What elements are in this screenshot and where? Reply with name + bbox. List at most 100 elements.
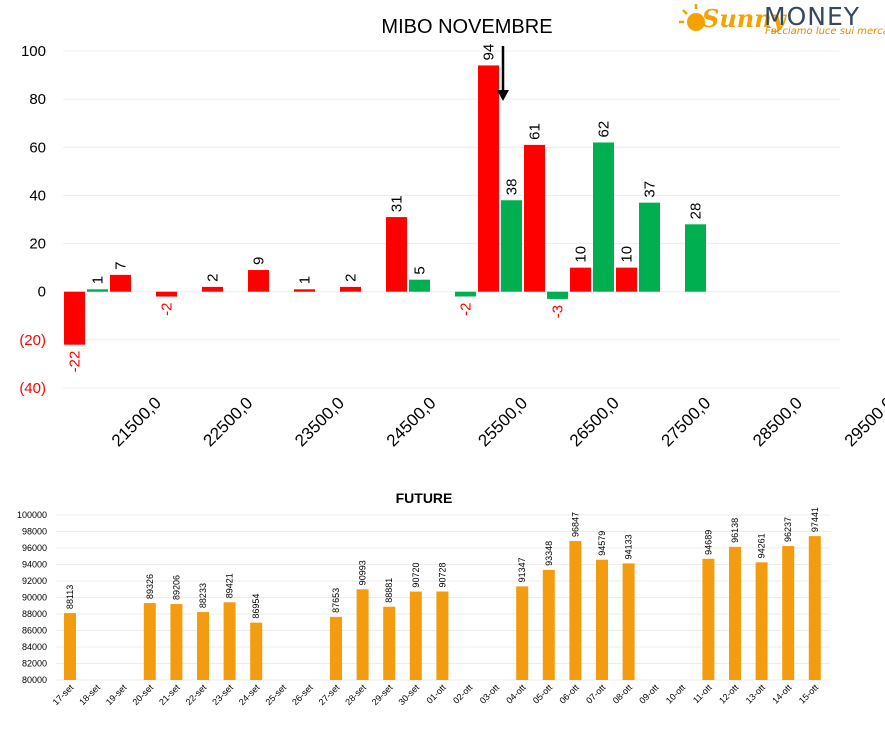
x-tick-label: 04-ott xyxy=(504,682,528,706)
y-tick-label: (20) xyxy=(19,332,46,349)
x-tick-label: 06-ott xyxy=(557,682,581,706)
y-tick-label: 84000 xyxy=(22,642,47,652)
x-tick-label: 15-ott xyxy=(797,682,821,706)
bar-future xyxy=(542,569,555,680)
bars xyxy=(64,65,706,345)
data-label: 1 xyxy=(297,276,314,284)
x-tick-label: 21-set xyxy=(157,682,182,707)
data-label: 96138 xyxy=(730,518,740,543)
data-label: -2 xyxy=(458,303,475,316)
bar-green xyxy=(409,279,430,292)
x-tick-label: 07-ott xyxy=(584,682,608,706)
data-labels: 88113 89326 89206 88233 89421 86954 87653 90993… xyxy=(65,507,820,619)
arrow-annotation xyxy=(497,46,509,101)
bar-red xyxy=(524,144,545,292)
data-label: 89421 xyxy=(225,573,235,598)
y-tick-label: 94000 xyxy=(22,560,47,570)
bar-green xyxy=(501,200,522,292)
bar-future xyxy=(596,559,608,680)
data-label: 94579 xyxy=(597,531,607,556)
bar-red xyxy=(156,291,177,297)
x-axis-tick-labels: 21500,0 22500,0 23500,0 24500,0 25500,0 26500… xyxy=(108,393,885,450)
data-label: 10 xyxy=(619,246,636,263)
bar-future xyxy=(409,591,422,680)
bar-red xyxy=(294,289,315,292)
logo-brand-sunny: Sunny xyxy=(702,4,786,33)
x-tick-label: 24-set xyxy=(237,682,262,707)
data-label: 93348 xyxy=(544,541,554,566)
x-tick-label: 26500,0 xyxy=(566,393,623,450)
bar-green xyxy=(639,202,660,292)
bar-future xyxy=(755,562,768,680)
x-tick-label: 27500,0 xyxy=(658,393,715,450)
x-tick-label: 29-set xyxy=(370,682,395,707)
gridlines xyxy=(63,50,840,389)
data-label: 88881 xyxy=(384,578,394,603)
bar-future xyxy=(808,536,821,680)
bar-red xyxy=(248,270,269,292)
y-tick-label: 88000 xyxy=(22,609,47,619)
x-tick-label: 20-set xyxy=(130,682,155,707)
x-tick-label: 26-set xyxy=(290,682,315,707)
bar-future xyxy=(436,591,449,680)
y-axis-tick-labels: 80000 82000 84000 86000 88000 90000 92000 94000… xyxy=(17,510,47,685)
future-chart: FUTURE 80000 82000 84000 86000 88000 90000 920… xyxy=(17,490,830,707)
bar-green xyxy=(547,291,568,299)
bar-future xyxy=(702,558,715,680)
x-tick-label: 22500,0 xyxy=(200,393,257,450)
logo-brand-money: MONEY xyxy=(764,2,861,31)
data-label: 37 xyxy=(642,181,659,198)
bar-future xyxy=(516,586,529,680)
sunny-money-logo: Sunny MONEY Facciamo luce sui mercati xyxy=(676,0,885,40)
bar-red xyxy=(202,286,223,292)
data-label: 90720 xyxy=(411,563,421,588)
x-tick-label: 19-set xyxy=(104,682,129,707)
data-label: 62 xyxy=(596,121,613,138)
data-label: -3 xyxy=(550,305,567,318)
sun-logo-icon xyxy=(679,4,710,31)
logo-tagline: Facciamo luce sui mercati xyxy=(765,26,885,37)
y-tick-label: 86000 xyxy=(22,626,47,636)
data-label: 5 xyxy=(412,266,429,274)
bar-red xyxy=(616,267,637,292)
y-tick-label: 92000 xyxy=(22,576,47,586)
bar-future xyxy=(569,541,582,680)
bar-red xyxy=(110,274,131,292)
x-axis-tick-labels: 17-set 18-set 19-set 20-set 21-set 22-set 23-s… xyxy=(51,682,821,707)
bars xyxy=(64,536,821,680)
bar-green xyxy=(593,142,614,292)
x-tick-label: 14-ott xyxy=(770,682,794,706)
x-tick-label: 03-ott xyxy=(478,682,502,706)
y-tick-label: 20 xyxy=(29,236,46,253)
x-tick-label: 13-ott xyxy=(744,682,768,706)
bar-green xyxy=(685,224,706,292)
bar-green xyxy=(87,289,108,292)
y-tick-label: 100000 xyxy=(17,510,47,520)
y-tick-label: 100 xyxy=(21,43,46,60)
bar-future xyxy=(223,602,236,680)
x-tick-label: 09-ott xyxy=(637,682,661,706)
bar-future xyxy=(197,612,209,680)
data-label: 10 xyxy=(573,246,590,263)
x-tick-label: 25-set xyxy=(263,682,288,707)
data-label: 1 xyxy=(90,276,107,284)
y-tick-label: 40 xyxy=(29,187,46,204)
x-tick-label: 11-ott xyxy=(691,682,714,705)
bar-future xyxy=(170,604,183,680)
data-label: -22 xyxy=(67,351,84,373)
y-tick-label: 90000 xyxy=(22,593,47,603)
x-tick-label: 25500,0 xyxy=(474,393,531,450)
data-label: 28 xyxy=(688,203,705,220)
bar-future xyxy=(622,563,635,680)
y-tick-label: 80 xyxy=(29,91,46,108)
bar-green xyxy=(455,291,476,297)
y-tick-label: 80000 xyxy=(22,675,47,685)
data-label: 91347 xyxy=(517,557,527,582)
x-tick-label: 18-set xyxy=(77,682,102,707)
data-label: 61 xyxy=(527,123,544,140)
bar-red xyxy=(478,65,499,292)
x-tick-label: 12-ott xyxy=(717,682,741,706)
x-tick-label: 30-set xyxy=(396,682,421,707)
data-label: 89326 xyxy=(145,574,155,599)
y-tick-label: 98000 xyxy=(22,527,47,537)
